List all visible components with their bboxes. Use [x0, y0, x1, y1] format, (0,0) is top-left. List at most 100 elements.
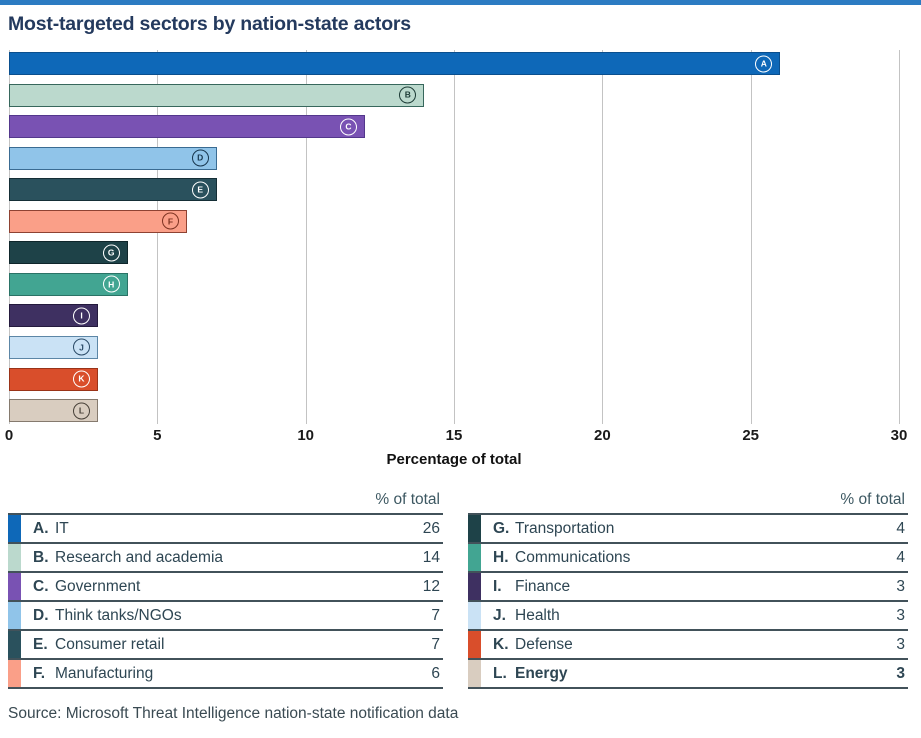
bar-letter-badge-B: B — [399, 86, 417, 104]
legend-letter: J. — [493, 606, 506, 624]
bar-letter-badge-F: F — [162, 212, 179, 230]
bar-K: K — [9, 367, 98, 391]
legend-swatch-I — [468, 573, 481, 600]
legend-label: IT — [55, 519, 69, 537]
legend-value: 4 — [896, 548, 905, 566]
legend-value: 3 — [896, 664, 905, 682]
bar-letter-badge-L: L — [73, 402, 90, 420]
legend-swatch-B — [8, 544, 21, 571]
gridline-5 — [157, 50, 159, 424]
legend-swatch-L — [468, 660, 481, 687]
bar-letter-badge-K: K — [73, 370, 90, 388]
legend-letter: K. — [493, 635, 509, 653]
bar-L: L — [9, 399, 98, 423]
bar-F: F — [9, 209, 187, 233]
legend-letter: H. — [493, 548, 509, 566]
x-axis-ticks: 0 5 10 15 20 25 30 — [5, 427, 908, 445]
legend-value: 3 — [896, 635, 905, 653]
gridline-10 — [305, 50, 307, 424]
legend-row-B: B. Research and academia 14 — [8, 544, 443, 573]
legend-value: 26 — [422, 519, 440, 537]
bar-J: J — [9, 335, 98, 359]
bar-G: G — [9, 241, 128, 265]
bar-letter-badge-H: H — [102, 275, 120, 293]
source-note: Source: Microsoft Threat Intelligence na… — [8, 705, 459, 722]
legend-value: 12 — [422, 577, 440, 595]
bar-E: E — [9, 178, 217, 202]
x-tick-5: 5 — [153, 427, 162, 444]
legend-label: Think tanks/NGOs — [55, 606, 182, 624]
legend-value: 14 — [422, 548, 440, 566]
bar-H: H — [9, 272, 128, 296]
legend-label: Research and academia — [55, 548, 224, 566]
x-tick-15: 15 — [445, 427, 463, 444]
legend-swatch-E — [8, 631, 21, 658]
legend-label: Transportation — [515, 519, 615, 537]
legend-row-D: D. Think tanks/NGOs 7 — [8, 602, 443, 631]
legend-row-E: E. Consumer retail 7 — [8, 631, 443, 660]
gridline-30 — [899, 50, 900, 424]
legend-swatch-D — [8, 602, 21, 629]
bar-C: C — [9, 115, 365, 139]
x-tick-30: 30 — [890, 427, 908, 444]
bar-letter-badge-A: A — [755, 55, 773, 72]
legend-swatch-A — [8, 515, 21, 542]
legend-letter: C. — [33, 577, 49, 595]
legend-header-left: % of total — [8, 487, 443, 515]
legend-row-L: L. Energy 3 — [468, 660, 908, 689]
legend-swatch-F — [8, 660, 21, 687]
legend-letter: B. — [33, 548, 49, 566]
legend-row-G: G. Transportation 4 — [468, 515, 908, 544]
bar-A: A — [9, 52, 781, 75]
legend-table-left: % of total A. IT 26 B. Research and academia… — [8, 487, 443, 689]
legend-swatch-J — [468, 602, 481, 629]
legend-swatch-H — [468, 544, 481, 571]
legend-letter: D. — [33, 606, 49, 624]
legend-label: Energy — [515, 664, 568, 682]
x-axis-label: Percentage of total — [386, 451, 522, 468]
legend-rows-right: G. Transportation 4 H. Communications 4 I. Fina… — [468, 515, 908, 689]
bar-letter-badge-I: I — [73, 307, 90, 325]
legend-row-I: I. Finance 3 — [468, 573, 908, 602]
legend-label: Government — [55, 577, 141, 595]
gridline-0 — [9, 50, 10, 424]
bar-letter-badge-D: D — [191, 149, 209, 167]
bar-I: I — [9, 304, 98, 328]
legend-value: 3 — [896, 577, 905, 595]
legend-letter: G. — [493, 519, 510, 537]
legend-swatch-K — [468, 631, 481, 658]
legend-row-A: A. IT 26 — [8, 515, 443, 544]
legend-letter: E. — [33, 635, 48, 653]
legend-label: Manufacturing — [55, 664, 154, 682]
legend-row-C: C. Government 12 — [8, 573, 443, 602]
bar-B: B — [9, 83, 425, 107]
legend-label: Health — [515, 606, 560, 624]
legend-value: 4 — [896, 519, 905, 537]
x-tick-0: 0 — [4, 427, 14, 444]
legend-value: 7 — [431, 606, 440, 624]
bar-letter-badge-E: E — [191, 181, 209, 199]
legend-value: 3 — [896, 606, 905, 624]
x-tick-10: 10 — [297, 427, 314, 444]
legend-row-J: J. Health 3 — [468, 602, 908, 631]
legend-letter: A. — [33, 519, 49, 537]
legend-label: Communications — [515, 548, 631, 566]
legend-row-H: H. Communications 4 — [468, 544, 908, 573]
top-accent-bar — [0, 0, 921, 5]
bar-letter-badge-C: C — [340, 118, 357, 136]
bar-letter-badge-G: G — [102, 244, 120, 262]
legend-swatch-C — [8, 573, 21, 600]
legend-label: Defense — [515, 635, 573, 653]
legend-swatch-G — [468, 515, 481, 542]
legend-row-F: F. Manufacturing 6 — [8, 660, 443, 689]
legend-table-right: % of total G. Transportation 4 H. Communicat… — [468, 487, 908, 689]
legend-letter: F. — [33, 664, 46, 682]
legend-rows-left: A. IT 26 B. Research and academia 14 C. Governm… — [8, 515, 443, 689]
gridline-20 — [602, 50, 604, 424]
legend-letter: L. — [493, 664, 507, 682]
legend-row-K: K. Defense 3 — [468, 631, 908, 660]
legend-value: 6 — [431, 664, 440, 682]
bar-D: D — [9, 146, 217, 170]
